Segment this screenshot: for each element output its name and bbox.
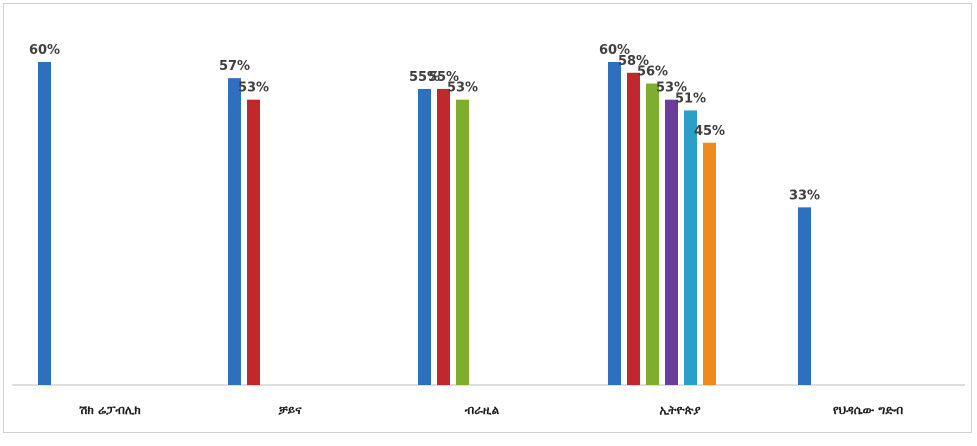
bars-layer	[38, 62, 811, 386]
value-label-3-0: 60%	[599, 43, 630, 58]
value-label-2-0: 55%	[409, 70, 440, 85]
value-label-3-3: 53%	[656, 81, 687, 96]
bar-3-0	[608, 62, 621, 385]
caption-strip	[0, 433, 977, 446]
bar-4-0	[798, 207, 811, 385]
value-label-4-0: 33%	[789, 188, 820, 203]
bar-3-3	[665, 99, 678, 385]
bar-2-2	[456, 99, 469, 385]
value-label-0-0: 60%	[29, 43, 60, 58]
value-label-2-2: 53%	[447, 81, 478, 96]
bar-3-5	[703, 142, 716, 385]
category-labels-layer: ሽክ ሬፓብሊክ ቻይና ብራዚል ኢትዮጵያ የህዳሴው ግድብ	[78, 403, 903, 417]
category-label-3: ኢትዮጵያ	[659, 403, 701, 417]
bar-3-1	[627, 72, 640, 386]
value-label-3-2: 56%	[637, 65, 668, 80]
category-label-1: ቻይና	[279, 403, 303, 417]
bar-3-2	[646, 83, 659, 386]
bar-1-1	[247, 99, 260, 385]
value-label-1-1: 53%	[238, 81, 269, 96]
category-label-0: ሽክ ሬፓብሊክ	[78, 403, 141, 417]
value-label-3-1: 58%	[618, 54, 649, 69]
value-labels-layer: 60%57%53%55%55%53%60%58%56%53%51%45%33%	[29, 43, 820, 203]
bar-2-1	[437, 88, 450, 386]
value-label-3-4: 51%	[675, 91, 706, 106]
bar-2-0	[418, 88, 431, 386]
bar-3-4	[684, 110, 697, 385]
value-label-2-1: 55%	[428, 70, 459, 85]
category-label-2: ብራዚል	[465, 403, 500, 417]
bar-1-0	[228, 78, 241, 386]
value-label-3-5: 45%	[694, 124, 725, 139]
category-label-4: የህዳሴው ግድብ	[833, 403, 904, 417]
value-label-1-0: 57%	[219, 59, 250, 74]
bar-0-0	[38, 62, 51, 385]
